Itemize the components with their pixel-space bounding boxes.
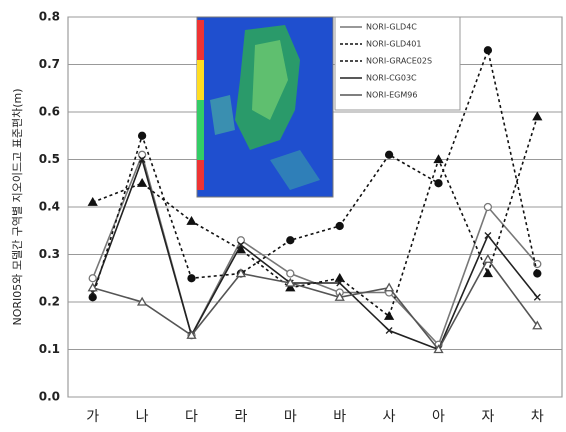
- x-tick-label: 사: [383, 409, 396, 425]
- y-tick-label: 0.6: [39, 105, 60, 119]
- inset-map: [197, 17, 333, 197]
- marker: [139, 132, 146, 139]
- marker: [484, 47, 491, 54]
- marker: [533, 113, 541, 120]
- x-tick-label: 마: [284, 409, 297, 425]
- chart: 0.0 0.1 0.2 0.3 0.4 0.5 0.6 0.7 0.8 가 나 다 라 마 바 사 아 자 차 NO…: [0, 0, 566, 432]
- legend-label: NORI-CG03C: [366, 74, 417, 83]
- x-tick-label: 가: [86, 409, 99, 425]
- y-tick-label: 0.5: [39, 152, 60, 166]
- x-tick-label: 아: [432, 409, 445, 425]
- x-tick-label: 라: [234, 409, 247, 425]
- marker: [138, 179, 146, 186]
- marker: [484, 255, 492, 262]
- legend: NORI-GLD4C NORI-GLD401 NORI-GRACE02S NORI-C…: [335, 17, 460, 110]
- y-tick-label: 0.0: [39, 390, 60, 404]
- series-line: [93, 259, 538, 349]
- y-tick-label: 0.1: [39, 342, 60, 356]
- y-tick-label: 0.3: [39, 247, 60, 261]
- marker: [188, 275, 195, 282]
- x-tick-label: 나: [136, 409, 149, 425]
- marker: [484, 204, 491, 211]
- marker: [534, 294, 540, 300]
- legend-label: NORI-GRACE02S: [366, 57, 432, 66]
- marker: [188, 217, 196, 224]
- marker: [485, 233, 491, 239]
- legend-label: NORI-GLD4C: [366, 23, 417, 32]
- x-tick-label: 바: [333, 409, 346, 425]
- marker: [484, 270, 492, 277]
- x-tick-label: 다: [185, 409, 198, 425]
- marker: [287, 237, 294, 244]
- x-tick-label: 자: [481, 409, 494, 425]
- marker: [89, 275, 96, 282]
- marker: [534, 270, 541, 277]
- legend-label: NORI-GLD401: [366, 40, 421, 49]
- marker: [386, 151, 393, 158]
- marker: [336, 223, 343, 230]
- y-tick-label: 0.8: [39, 10, 60, 24]
- marker: [385, 284, 393, 291]
- legend-label: NORI-EGM96: [366, 91, 417, 100]
- y-tick-label: 0.7: [39, 57, 60, 71]
- y-axis-label: NORI05와 모델간 구역별 지오이드고 표준편차(m): [11, 89, 24, 326]
- y-tick-label: 0.4: [39, 200, 60, 214]
- x-tick-label: 차: [531, 409, 544, 425]
- marker: [287, 270, 294, 277]
- marker: [435, 180, 442, 187]
- y-tick-label: 0.2: [39, 295, 60, 309]
